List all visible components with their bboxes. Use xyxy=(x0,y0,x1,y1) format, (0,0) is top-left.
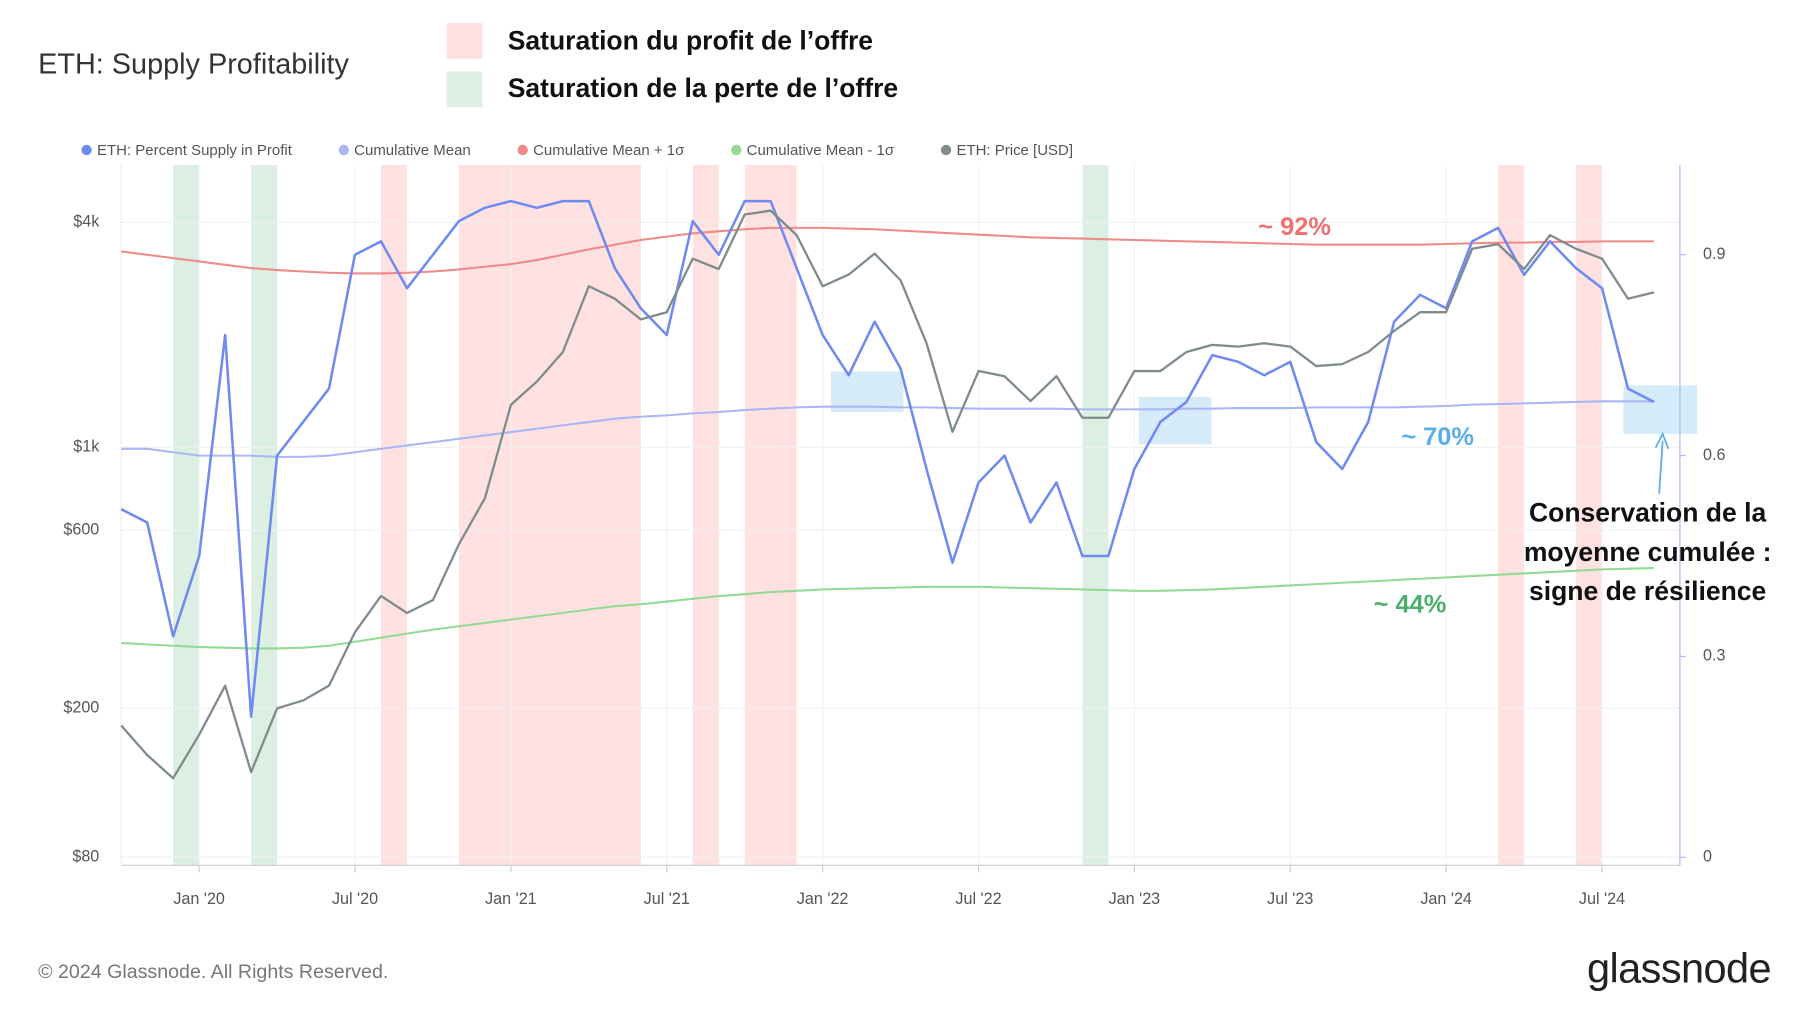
highlight-band xyxy=(1498,164,1525,866)
y-tick-label: $80 xyxy=(72,847,99,865)
legend-marker xyxy=(940,144,952,156)
annotation: ~ 44% xyxy=(1374,590,1447,618)
y-tick-label: $600 xyxy=(63,520,99,538)
highlight-band xyxy=(1576,164,1603,866)
legend-label: Cumulative Mean - 1σ xyxy=(747,142,895,159)
legend-label: Cumulative Mean + 1σ xyxy=(533,142,685,159)
series-line xyxy=(120,199,1655,718)
callout-text: moyenne cumulée : xyxy=(1524,537,1772,567)
highlight-band xyxy=(692,164,719,866)
x-tick-label: Jan '22 xyxy=(797,890,849,908)
highlight-legend-swatch xyxy=(446,71,483,108)
legend-marker xyxy=(731,144,742,156)
y-tick-label: $1k xyxy=(73,438,100,456)
legend-label: ETH: Percent Supply in Profit xyxy=(97,142,293,159)
x-tick-label: Jan '21 xyxy=(485,890,537,908)
y-tick-label: $200 xyxy=(63,699,99,717)
highlight-band xyxy=(1082,164,1109,866)
legend-label: ETH: Price [USD] xyxy=(956,142,1073,159)
series-line xyxy=(120,209,1655,780)
chart-title: ETH: Supply Profitability xyxy=(38,48,349,80)
x-tick-label: Jul '22 xyxy=(955,890,1001,908)
x-tick-label: Jul '23 xyxy=(1267,890,1313,908)
y2-tick-label: 0.3 xyxy=(1703,647,1725,665)
footer: © 2024 Glassnode. All Rights Reserved. xyxy=(38,961,388,983)
brand-logo: glassnode xyxy=(1587,944,1771,991)
focus-box xyxy=(1138,396,1212,445)
x-tick-label: Jan '20 xyxy=(173,890,225,908)
legend-marker xyxy=(81,144,92,156)
focus-box xyxy=(830,371,904,412)
bands xyxy=(121,164,1680,866)
annotation: ~ 92% xyxy=(1258,213,1331,241)
highlight-legend-swatch xyxy=(446,23,483,59)
legend-label: Cumulative Mean xyxy=(354,142,471,159)
x-tick-label: Jul '21 xyxy=(644,890,690,908)
callout-text: Conservation de la xyxy=(1529,498,1766,528)
series-line xyxy=(121,226,1654,275)
x-tick-label: Jan '23 xyxy=(1109,890,1161,908)
y2-tick-label: 0.9 xyxy=(1703,245,1725,263)
x-tick-label: Jan '24 xyxy=(1420,890,1472,908)
callout-arrowhead xyxy=(1654,431,1670,450)
legend-marker xyxy=(338,144,349,156)
highlight-band xyxy=(381,164,407,866)
legend-marker xyxy=(517,144,528,156)
y2-tick-label: 0.6 xyxy=(1703,446,1725,464)
highlight-band xyxy=(744,164,797,866)
annotation: ~ 70% xyxy=(1401,423,1474,451)
x-tick-label: Jul '24 xyxy=(1579,890,1625,908)
y2-tick-label: 0 xyxy=(1703,848,1712,866)
highlight-band xyxy=(458,164,641,866)
series-line xyxy=(121,400,1654,458)
series-line xyxy=(121,566,1655,650)
callout-text: signe de résilience xyxy=(1529,576,1766,606)
highlight-legend-label: Saturation de la perte de l’offre xyxy=(508,73,898,103)
highlight-band xyxy=(251,164,278,866)
highlight-legend-label: Saturation du profit de l’offre xyxy=(508,26,873,56)
highlight-band xyxy=(173,164,200,866)
y-tick-label: $4k xyxy=(73,213,100,231)
x-tick-label: Jul '20 xyxy=(332,890,378,908)
callout-arrow xyxy=(1658,440,1664,494)
